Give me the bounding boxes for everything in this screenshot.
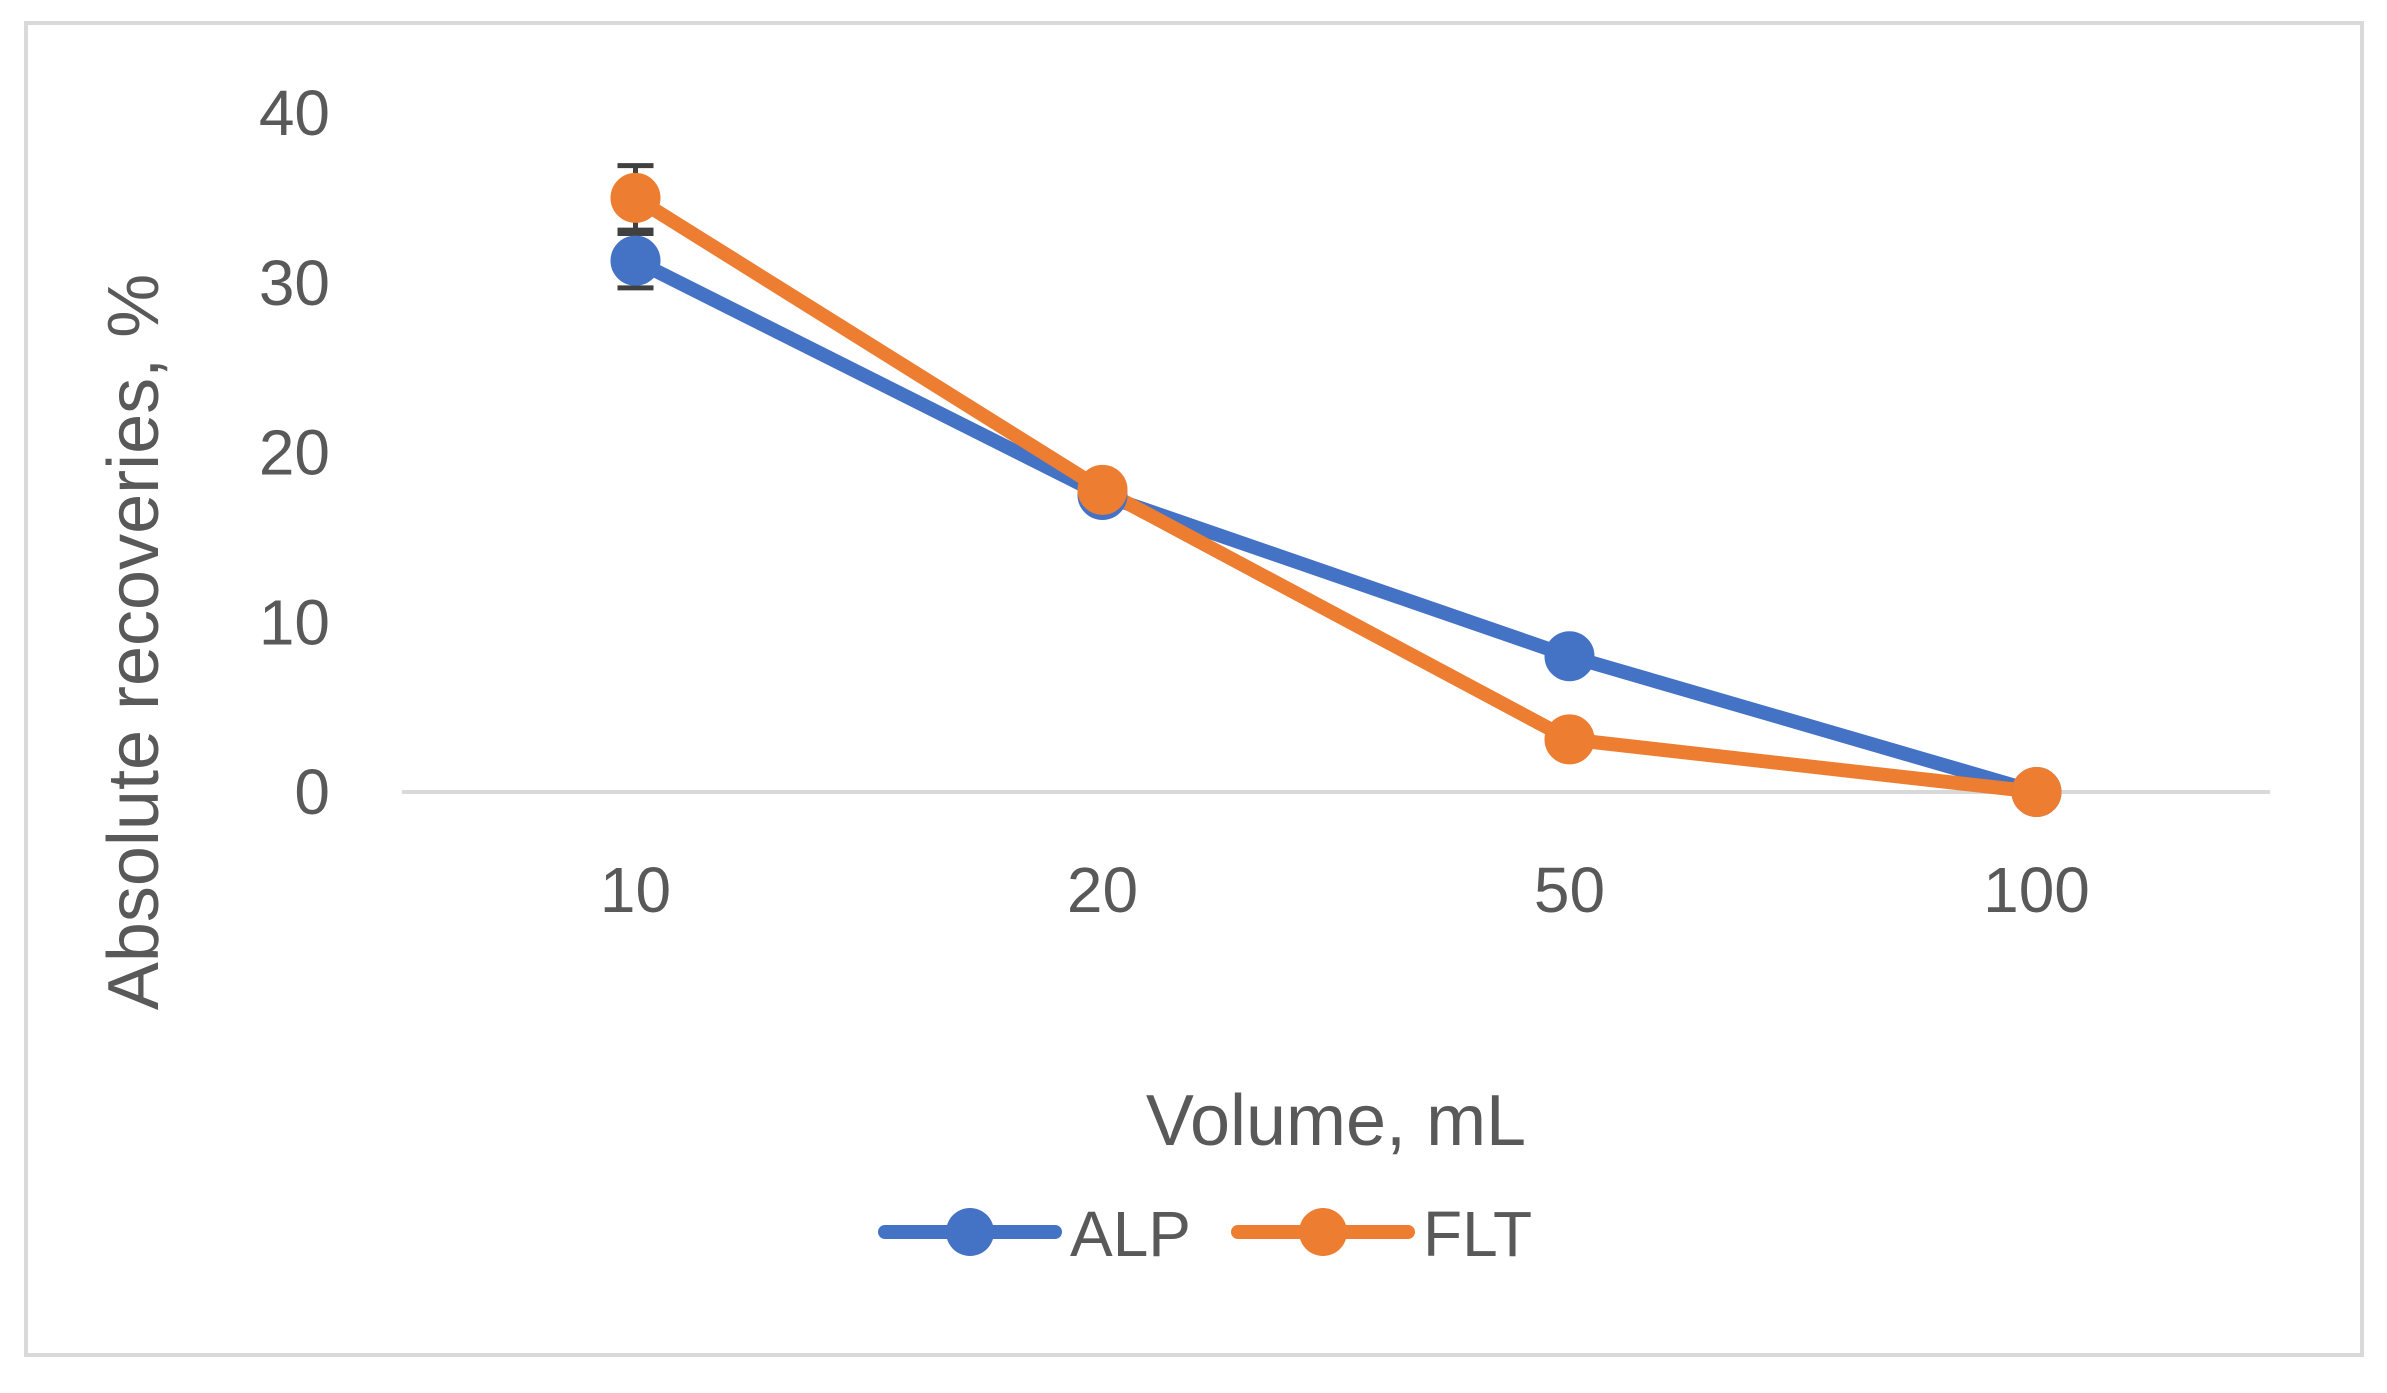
y-tick-label: 30 [259, 247, 330, 319]
legend-entry-flt: FLT [1231, 1198, 1532, 1270]
y-tick-label: 40 [259, 77, 330, 149]
legend: ALP FLT [878, 1198, 1532, 1270]
data-point-alp [1544, 631, 1595, 682]
y-axis-ticks: 0 10 20 30 40 [259, 77, 330, 828]
x-axis-title: Volume, mL [1146, 1081, 1526, 1161]
y-tick-label: 10 [259, 586, 330, 658]
y-axis-title: Absolute recoveries, % [94, 274, 174, 1010]
series-lines [628, 190, 2044, 799]
chart-border [24, 21, 2364, 1357]
data-point-flt [1077, 464, 1128, 515]
data-point-flt [610, 172, 661, 223]
series-points [610, 172, 2062, 817]
series-line-flt [628, 190, 2044, 799]
x-tick-label: 10 [600, 854, 671, 926]
y-tick-label: 20 [259, 417, 330, 489]
legend-marker [946, 1208, 994, 1256]
data-point-alp [610, 235, 661, 286]
series-line-alp [628, 253, 2044, 799]
x-tick-label: 100 [1983, 854, 2090, 926]
x-tick-label: 20 [1067, 854, 1138, 926]
legend-entry-alp: ALP [878, 1198, 1191, 1270]
legend-label: FLT [1423, 1198, 1532, 1270]
x-axis-ticks: 10 20 50 100 [600, 854, 2090, 926]
y-tick-label: 0 [294, 756, 330, 828]
x-tick-label: 50 [1534, 854, 1605, 926]
data-point-flt [2011, 767, 2062, 817]
legend-marker [1299, 1208, 1347, 1256]
legend-label: ALP [1070, 1198, 1191, 1270]
data-point-flt [1544, 714, 1595, 765]
